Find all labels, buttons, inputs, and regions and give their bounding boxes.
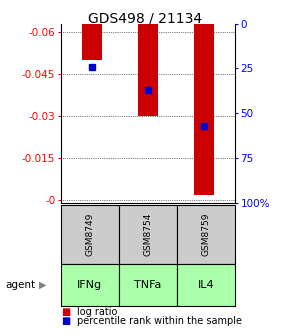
Bar [194,24,214,195]
Bar [82,24,102,60]
Text: GSM8754: GSM8754 [143,213,153,256]
Text: ■: ■ [61,316,70,326]
Text: IL4: IL4 [197,280,214,290]
Bar [138,24,158,116]
Text: GSM8759: GSM8759 [201,213,211,256]
Text: TNFa: TNFa [134,280,162,290]
Text: percentile rank within the sample: percentile rank within the sample [77,316,242,326]
Text: agent: agent [6,280,36,290]
Text: ▶: ▶ [39,280,47,290]
Text: GSM8749: GSM8749 [85,213,95,256]
Text: IFNg: IFNg [77,280,102,290]
Text: GDS498 / 21134: GDS498 / 21134 [88,12,202,26]
Text: log ratio: log ratio [77,307,117,318]
Text: ■: ■ [61,307,70,318]
